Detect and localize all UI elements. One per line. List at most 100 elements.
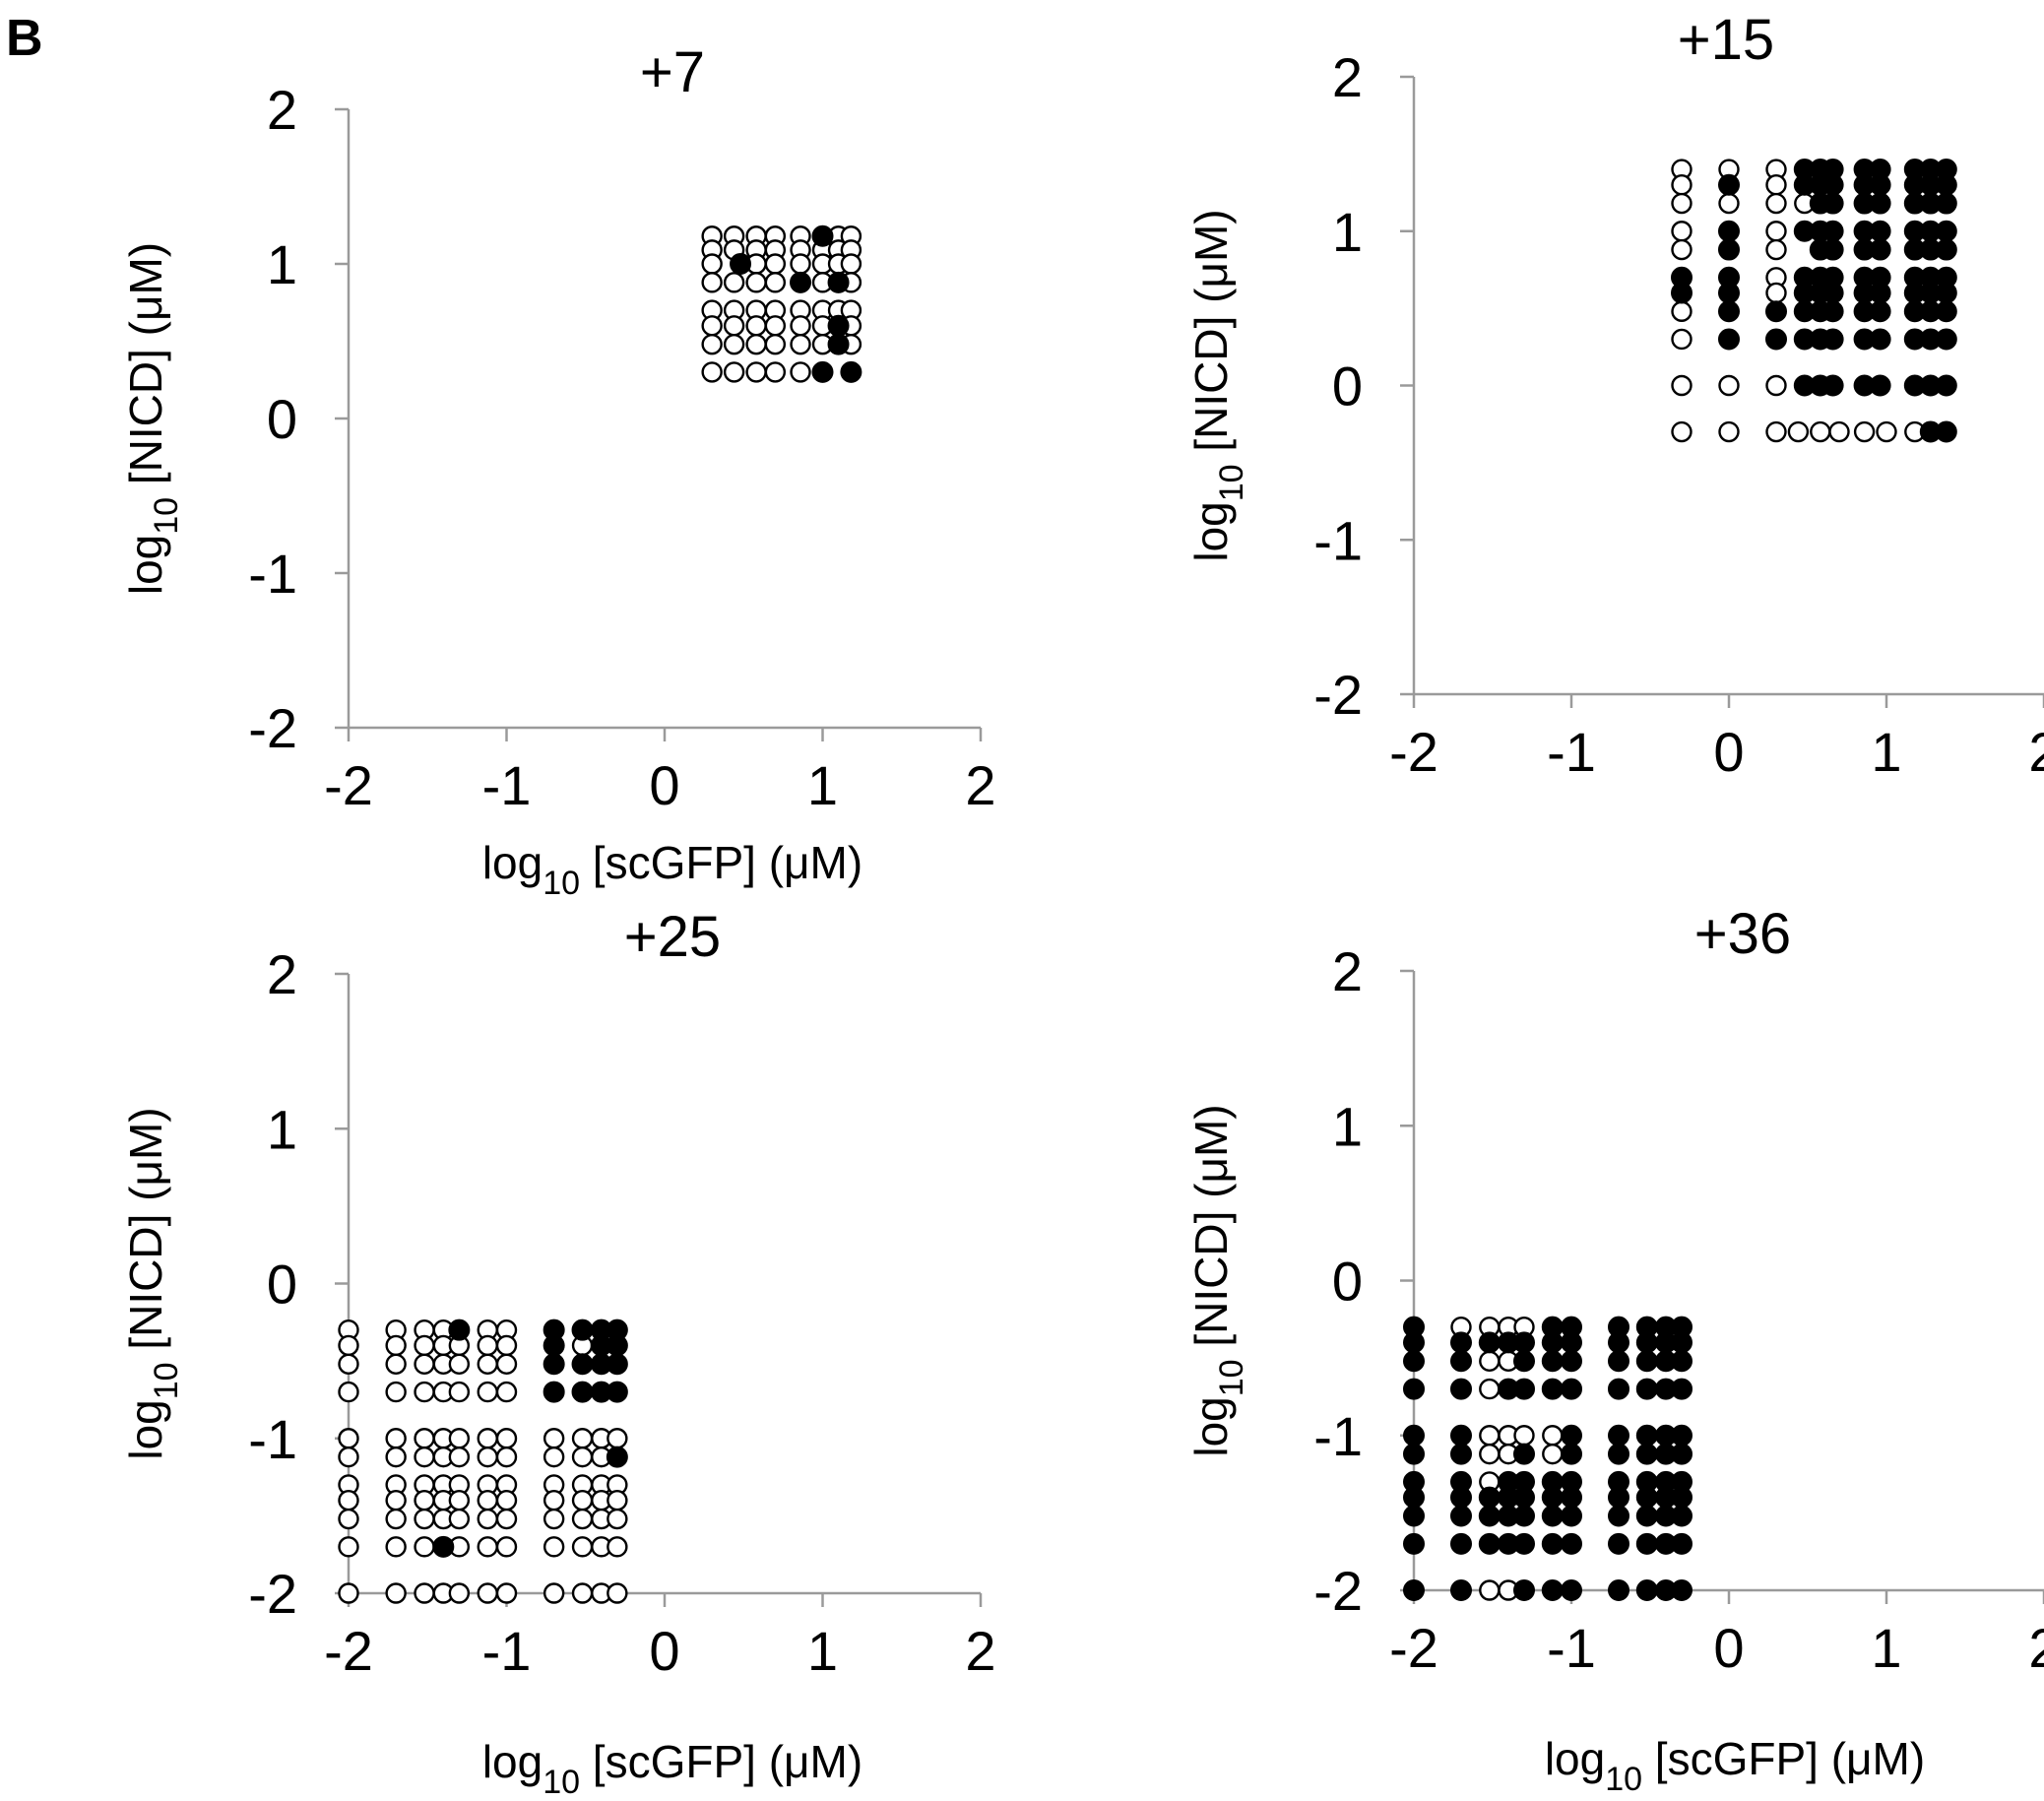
data-point-filled <box>1403 1505 1425 1527</box>
data-point-filled <box>1403 1579 1425 1601</box>
data-point-filled <box>1671 1378 1693 1400</box>
data-point-filled <box>790 271 812 293</box>
data-point-filled <box>1821 282 1844 304</box>
data-point-open <box>723 315 745 337</box>
data-point-open <box>607 1489 628 1512</box>
data-point-open <box>1765 174 1787 196</box>
data-point-open <box>477 1536 498 1558</box>
data-point-filled <box>730 253 752 275</box>
data-point-filled <box>1561 1331 1582 1354</box>
data-point-filled <box>1671 1505 1693 1527</box>
data-point-open <box>414 1334 435 1357</box>
data-point-filled <box>1635 1579 1658 1601</box>
y-axis-label: log10 [NICD] (μM) <box>1185 1104 1250 1456</box>
data-point-filled <box>1935 420 1957 443</box>
data-point-filled <box>1821 220 1844 242</box>
data-point-open <box>571 1428 594 1449</box>
y-tick-label: 0 <box>1332 1251 1363 1313</box>
data-point-open <box>495 1446 518 1468</box>
data-point-open <box>840 253 862 275</box>
data-point-filled <box>1935 328 1957 351</box>
data-point-filled <box>1869 192 1891 215</box>
data-point-open <box>495 1381 518 1403</box>
data-point-open <box>448 1446 471 1468</box>
data-point-open <box>414 1582 435 1604</box>
data-point-filled <box>1671 1443 1693 1465</box>
data-point-filled <box>1450 1486 1472 1509</box>
data-point-open <box>448 1489 471 1512</box>
data-point-open <box>338 1381 359 1403</box>
data-point-open <box>571 1582 594 1604</box>
data-point-open <box>448 1381 471 1403</box>
data-point-open <box>790 333 811 355</box>
data-point-filled <box>1765 328 1787 351</box>
chart-panel: -2 -1 0 1 2 -2 -1 0 1 2 +7 log10 [NICD] (μM) <box>120 40 996 816</box>
chart-panel: -2 -1 0 1 2 -2 -1 0 1 2 +36 log10 [NICD] (μM) log10 … <box>1185 902 2044 1798</box>
data-point-filled <box>1869 220 1891 242</box>
data-point-open <box>338 1446 359 1468</box>
x-tick-label: 1 <box>807 1620 838 1682</box>
data-point-filled <box>1718 220 1740 242</box>
data-point-open <box>1828 420 1850 443</box>
data-point-filled <box>1869 282 1891 304</box>
data-point-filled <box>571 1353 594 1376</box>
data-point-open <box>495 1428 518 1449</box>
y-tick-label: 1 <box>1332 201 1363 263</box>
chart-title: +25 <box>624 905 721 969</box>
data-point-filled <box>1718 328 1740 351</box>
data-point-filled <box>1718 282 1740 304</box>
data-point-filled <box>1561 1424 1582 1447</box>
data-point-filled <box>1513 1505 1535 1527</box>
y-axis-label: log10 [NICD] (μM) <box>120 242 185 595</box>
data-point-open <box>745 361 767 383</box>
data-point-filled <box>1403 1331 1425 1354</box>
data-point-open <box>571 1536 594 1558</box>
data-point-open <box>701 315 723 337</box>
data-point-open <box>338 1582 359 1604</box>
data-point-open <box>790 361 811 383</box>
data-point-open <box>543 1428 565 1449</box>
data-point-open <box>385 1508 407 1530</box>
data-point-filled <box>1561 1350 1582 1373</box>
x-tick-label: -1 <box>1547 1617 1596 1679</box>
data-point-open <box>1671 300 1693 322</box>
data-point-filled <box>1541 1378 1564 1400</box>
x-tick-label: -2 <box>1389 721 1438 783</box>
data-point-filled <box>1478 1505 1501 1527</box>
y-tick-label: 1 <box>267 1098 297 1160</box>
x-tick-label: 1 <box>1871 721 1901 783</box>
data-point-open <box>414 1536 435 1558</box>
data-point-filled <box>1635 1331 1658 1354</box>
data-point-filled <box>606 1353 628 1376</box>
data-point-filled <box>448 1319 471 1341</box>
data-point-open <box>385 1446 407 1468</box>
data-point-open <box>385 1489 407 1512</box>
data-point-filled <box>1635 1532 1658 1555</box>
data-point-open <box>495 1334 518 1357</box>
data-point-filled <box>827 333 850 355</box>
data-point-open <box>477 1489 498 1512</box>
data-point-filled <box>1541 1505 1564 1527</box>
data-point-filled <box>1635 1505 1658 1527</box>
data-point-open <box>477 1353 498 1375</box>
data-point-filled <box>1478 1331 1501 1354</box>
data-point-open <box>745 315 767 337</box>
data-point-open <box>495 1489 518 1512</box>
data-point-filled <box>840 360 862 383</box>
data-point-open <box>543 1489 565 1512</box>
data-point-open <box>414 1508 435 1530</box>
data-point-open <box>1810 420 1831 443</box>
data-point-open <box>1671 221 1693 242</box>
x-tick-label: -1 <box>1547 721 1596 783</box>
data-point-open <box>1765 238 1787 261</box>
data-point-open <box>1765 282 1787 304</box>
x-tick-label: 0 <box>649 754 679 816</box>
data-point-open <box>448 1353 471 1375</box>
data-point-open <box>1765 192 1787 215</box>
data-point-filled <box>1608 1443 1629 1465</box>
y-axis-label: log10 [NICD] (μM) <box>1185 209 1250 561</box>
data-point-open <box>764 272 787 293</box>
data-point-filled <box>1450 1331 1472 1354</box>
data-point-filled <box>571 1319 594 1341</box>
